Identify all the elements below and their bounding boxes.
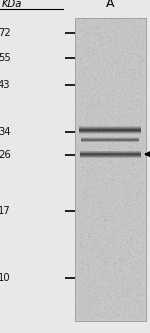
Text: 43: 43: [0, 80, 11, 90]
Bar: [79, 129, 141, 130]
Bar: [80, 157, 141, 158]
Bar: [80, 152, 141, 153]
Bar: [79, 133, 141, 134]
Bar: [80, 156, 141, 157]
Bar: [79, 127, 141, 128]
Text: KDa: KDa: [2, 0, 22, 9]
Bar: [80, 151, 141, 152]
Bar: [79, 132, 141, 133]
Text: 34: 34: [0, 127, 11, 137]
Text: 26: 26: [0, 150, 11, 160]
Text: 17: 17: [0, 206, 11, 216]
Bar: [79, 128, 141, 129]
Bar: [79, 130, 141, 131]
Bar: [80, 154, 141, 155]
Bar: [80, 155, 141, 156]
Bar: [75, 18, 146, 321]
Bar: [79, 131, 141, 132]
Text: A: A: [106, 0, 114, 10]
Bar: [80, 153, 141, 154]
Text: 72: 72: [0, 28, 11, 38]
Text: 55: 55: [0, 53, 11, 63]
Text: 10: 10: [0, 273, 11, 283]
